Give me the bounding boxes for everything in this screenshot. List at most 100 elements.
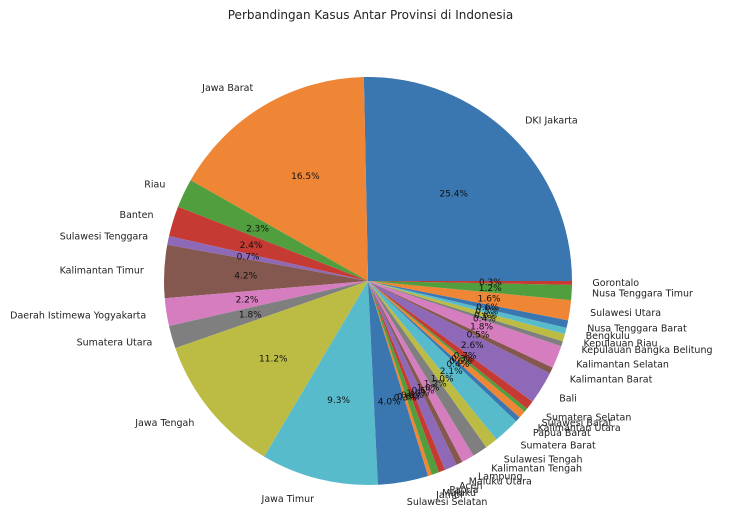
slice-pct-sulawesi-barat: 0.3%: [451, 355, 474, 365]
slice-label-sulawesi-tenggara: Sulawesi Tenggara: [60, 231, 148, 242]
slice-pct-sulawesi-selatan: 4.0%: [378, 398, 401, 408]
pie-slice-kalimantan-selatan: [368, 281, 562, 368]
slice-label-kepulauan-riau: Kepulauan Riau: [584, 338, 658, 349]
pie-slice-sulawesi-tengah: [368, 281, 497, 448]
slice-pct-lampung: 1.0%: [417, 384, 440, 394]
pie-slice-sulawesi-tenggara: [167, 236, 368, 281]
pie-slice-jawa-barat: [190, 77, 368, 281]
slice-label-sulawesi-tengah: Sulawesi Tengah: [504, 455, 583, 466]
slice-pct-banten: 2.4%: [240, 241, 263, 251]
pie-slice-daerah-istimewa-yogyakarta: [164, 281, 368, 326]
pie-slice-banten: [169, 206, 368, 281]
slice-label-jambi: Jambi: [435, 490, 463, 501]
slice-pct-sumatera-barat: 2.1%: [440, 367, 463, 377]
slice-label-maluku: Maluku: [442, 488, 476, 499]
pie-slice-sumatera-barat: [368, 281, 517, 440]
slice-label-jawa-tengah: Jawa Tengah: [134, 418, 194, 429]
slice-pct-bengkulu: 0.5%: [475, 307, 498, 317]
pie-slice-nusa-tenggara-timur: [368, 281, 572, 301]
slice-label-sulawesi-utara: Sulawesi Utara: [590, 308, 661, 319]
slice-labels: DKI Jakarta 25.4% Jawa Barat 16.5% Riau 2.3% B…: [10, 83, 712, 508]
slice-label-jawa-timur: Jawa Timur: [261, 494, 315, 505]
pie-slice-sulawesi-barat: [368, 281, 528, 412]
slice-pct-papua-barat: 0.4%: [446, 360, 469, 370]
slice-label-daerah-istimewa-yogyakarta: Daerah Istimewa Yogyakarta: [10, 310, 146, 321]
slice-label-papua-barat: Papua Barat: [533, 428, 591, 439]
pie-slice-maluku-utara: [368, 281, 463, 465]
slice-pct-kalimantan-utara: 0.6%: [449, 357, 472, 367]
slice-label-banten: Banten: [120, 210, 154, 221]
slice-pct-riau: 2.3%: [246, 224, 269, 234]
pie-slice-kepulauan-riau: [368, 281, 565, 342]
slice-label-kalimantan-utara: Kalimantan Utara: [538, 423, 621, 434]
slice-pct-jawa-barat: 16.5%: [291, 172, 320, 182]
slice-label-sumatera-utara: Sumatera Utara: [77, 338, 153, 349]
slice-label-sulawesi-barat: Sulawesi Barat: [542, 418, 613, 429]
pie-slice-kepulauan-bangka-belitung: [368, 281, 563, 347]
slice-label-bali: Bali: [559, 394, 577, 405]
chart-title: Perbandingan Kasus Antar Provinsi di Ind…: [227, 8, 514, 22]
pie-slice-sulawesi-utara: [368, 281, 572, 321]
slice-label-kepulauan-bangka-belitung: Kepulauan Bangka Belitung: [582, 345, 713, 356]
slice-pct-kalimantan-tengah: 1.2%: [424, 379, 447, 389]
slice-pct-jambi: 0.3%: [394, 394, 417, 404]
pie-slice-jawa-tengah: [175, 281, 368, 457]
slice-pct-sulawesi-tenggara: 0.7%: [237, 253, 260, 263]
pie-slice-gorontalo: [368, 281, 572, 285]
slice-pct-sumatera-selatan: 0.7%: [454, 352, 477, 362]
pie-slice-dki-jakarta: [363, 76, 572, 281]
slice-pct-jawa-timur: 9.3%: [327, 396, 350, 406]
slice-pct-sulawesi-utara: 1.6%: [478, 295, 501, 305]
slice-pct-dki-jakarta: 25.4%: [439, 190, 468, 200]
slice-label-sumatera-selatan: Sumatera Selatan: [546, 413, 631, 424]
pie-slice-kalimantan-utara: [368, 281, 525, 418]
slice-pct-gorontalo: 0.3%: [479, 278, 502, 288]
slice-label-aceh: Aceh: [459, 481, 482, 492]
pie-slice-sulawesi-selatan: [368, 281, 429, 485]
slice-label-riau: Riau: [144, 180, 165, 191]
slice-label-papua: Papua: [449, 485, 478, 496]
pie-slice-kalimantan-barat: [368, 281, 553, 374]
slice-pct-kepulauan-riau: 0.6%: [474, 311, 497, 321]
slice-pct-sulawesi-tengah: 1.0%: [431, 374, 454, 384]
pie-slice-papua-barat: [368, 281, 520, 422]
slice-pct-daerah-istimewa-yogyakarta: 2.2%: [236, 296, 259, 306]
pie-slice-bali: [368, 281, 550, 402]
slice-label-sumatera-barat: Sumatera Barat: [521, 441, 597, 452]
pie-slice-bengkulu: [368, 281, 567, 335]
slice-pct-papua: 0.5%: [401, 391, 424, 401]
slice-label-nusa-tenggara-barat: Nusa Tenggara Barat: [587, 323, 687, 334]
pie-slice-kalimantan-timur: [163, 244, 368, 299]
slice-pct-maluku-utara: 0.5%: [411, 386, 434, 396]
slices: [163, 76, 572, 486]
slice-pct-kalimantan-timur: 4.2%: [234, 271, 257, 281]
slice-pct-jawa-tengah: 11.2%: [259, 355, 288, 365]
pie-slice-jawa-timur: [264, 281, 378, 486]
slice-pct-kalimantan-barat: 0.5%: [467, 331, 490, 341]
slice-pct-maluku: 0.6%: [397, 393, 420, 403]
slice-label-kalimantan-barat: Kalimantan Barat: [570, 374, 653, 385]
slice-label-kalimantan-selatan: Kalimantan Selatan: [576, 360, 669, 371]
pie-slice-aceh: [368, 281, 457, 470]
pie-slice-riau: [178, 180, 368, 281]
slice-label-kalimantan-timur: Kalimantan Timur: [60, 266, 144, 277]
slice-pct-bali: 2.6%: [461, 341, 484, 351]
slice-label-maluku-utara: Maluku Utara: [469, 477, 532, 488]
slice-label-jawa-barat: Jawa Barat: [201, 83, 253, 94]
pie-slice-papua: [368, 281, 445, 473]
slice-label-kalimantan-tengah: Kalimantan Tengah: [491, 464, 582, 475]
pie-slice-kalimantan-tengah: [368, 281, 487, 456]
slice-label-dki-jakarta: DKI Jakarta: [525, 116, 578, 127]
slice-pct-kalimantan-selatan: 1.8%: [470, 323, 493, 333]
slice-pct-nusa-tenggara-timur: 1.2%: [479, 284, 502, 294]
pie-slice-nusa-tenggara-barat: [368, 281, 569, 328]
slice-label-lampung: Lampung: [478, 472, 522, 483]
slice-pct-nusa-tenggara-barat: 0.6%: [476, 303, 499, 313]
slice-pct-kepulauan-bangka-belitung: 0.4%: [473, 315, 496, 325]
pie-slice-maluku: [368, 281, 439, 475]
slice-label-sulawesi-selatan: Sulawesi Selatan: [407, 497, 488, 508]
slice-label-nusa-tenggara-timur: Nusa Tenggara Timur: [592, 289, 693, 300]
pie-slice-lampung: [368, 281, 474, 462]
